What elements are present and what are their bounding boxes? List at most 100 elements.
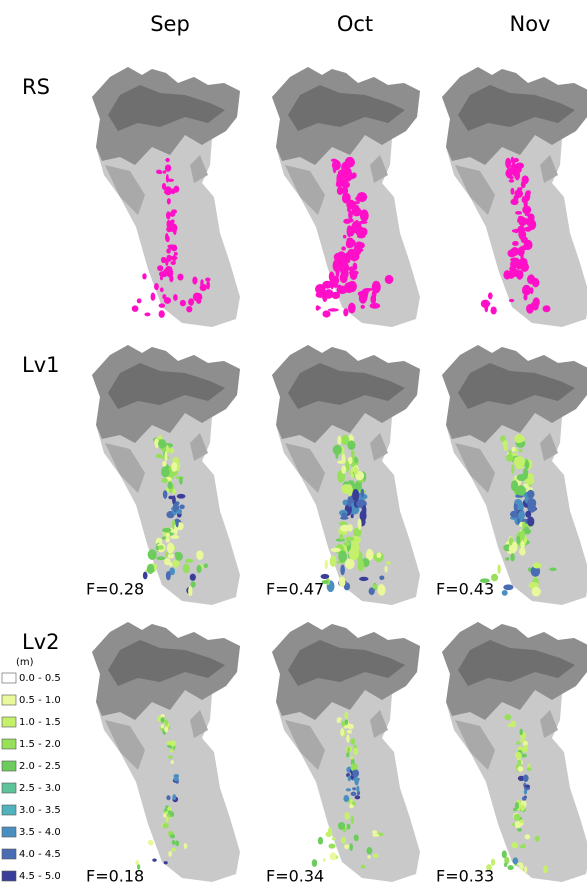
- flood-patch: [511, 164, 514, 174]
- flood-patch: [532, 562, 541, 568]
- flood-patch: [200, 284, 207, 291]
- flood-patch: [345, 537, 354, 542]
- f-score: F=0.18: [86, 867, 144, 886]
- flood-patch: [162, 461, 166, 467]
- flood-patch: [373, 854, 379, 858]
- flood-patch: [505, 557, 509, 560]
- flood-patch: [379, 576, 384, 580]
- flood-patch: [347, 485, 352, 497]
- flood-patch: [516, 741, 520, 745]
- legend-label: 4.0 - 4.5: [19, 849, 61, 860]
- flood-patch: [543, 865, 548, 873]
- flood-patch: [527, 490, 534, 499]
- flood-patch: [360, 209, 369, 221]
- flood-patch: [339, 576, 346, 587]
- flood-patch: [184, 843, 187, 849]
- basin-map: [92, 67, 240, 327]
- page: {"columns":["Sep","Oct","Nov"], "rows":[…: [0, 0, 587, 888]
- flood-patch: [509, 179, 515, 182]
- flood-patch: [490, 306, 496, 314]
- flood-patch: [372, 290, 377, 299]
- f-score: F=0.28: [86, 580, 144, 599]
- flood-patch: [527, 767, 532, 771]
- flood-patch: [517, 828, 522, 831]
- legend-swatch: [2, 783, 16, 793]
- flood-patch: [166, 533, 170, 537]
- flood-patch: [525, 834, 531, 839]
- flood-patch: [343, 308, 348, 316]
- flood-patch: [161, 478, 167, 483]
- flood-patch: [174, 252, 178, 256]
- flood-patch: [343, 795, 349, 802]
- map-panel: [272, 622, 420, 882]
- flood-patch: [357, 560, 364, 572]
- flood-patch: [206, 281, 210, 290]
- flood-patch: [519, 449, 523, 452]
- flood-patch: [173, 774, 179, 778]
- legend-label: 1.0 - 1.5: [19, 717, 61, 728]
- flood-patch: [159, 171, 162, 174]
- flood-patch: [519, 258, 528, 268]
- flood-patch: [175, 552, 183, 561]
- flood-patch: [372, 830, 377, 834]
- flood-patch: [344, 178, 351, 181]
- flood-patch: [338, 822, 345, 830]
- flood-patch: [352, 787, 356, 790]
- flood-patch: [353, 748, 358, 755]
- flood-patch: [524, 745, 528, 753]
- legend-swatch: [2, 827, 16, 837]
- legend-swatch: [2, 805, 16, 815]
- flood-patch: [349, 547, 359, 560]
- flood-patch: [502, 440, 508, 447]
- flood-patch: [549, 568, 556, 572]
- flood-patch: [357, 518, 361, 530]
- flood-patch: [162, 294, 166, 299]
- flood-patch: [341, 465, 346, 474]
- flood-patch: [519, 864, 524, 870]
- flood-patch: [345, 558, 355, 569]
- flood-patch: [171, 188, 175, 194]
- flood-patch: [358, 249, 363, 252]
- flood-patch: [361, 489, 365, 498]
- flood-patch: [325, 831, 332, 837]
- flood-patch: [521, 804, 525, 811]
- flood-patch: [164, 727, 168, 732]
- flood-patch: [160, 287, 164, 292]
- flood-patch: [329, 843, 336, 848]
- flood-patch: [351, 450, 355, 456]
- legend-swatch: [2, 849, 16, 859]
- flood-patch: [330, 275, 339, 285]
- legend-label: 3.5 - 4.0: [19, 827, 61, 838]
- flood-patch: [164, 811, 168, 814]
- flood-patch: [533, 297, 540, 307]
- flood-patch: [177, 494, 186, 499]
- figure: SepOctNovRSLv1Lv2F=0.28F=0.47F=0.43F=0.1…: [0, 0, 587, 888]
- flood-patch: [159, 271, 165, 277]
- flood-patch: [167, 179, 174, 182]
- flood-patch: [512, 241, 519, 246]
- flood-patch: [527, 274, 535, 284]
- flood-patch: [527, 498, 536, 507]
- flood-patch: [354, 467, 358, 475]
- flood-patch: [328, 308, 339, 311]
- flood-patch: [350, 756, 353, 760]
- flood-patch: [513, 808, 517, 812]
- flood-patch: [170, 811, 174, 817]
- flood-patch: [330, 556, 337, 567]
- flood-patch: [355, 795, 361, 799]
- flood-patch: [316, 306, 320, 309]
- flood-patch: [346, 824, 350, 830]
- flood-patch: [164, 190, 171, 194]
- flood-patch: [491, 859, 495, 866]
- flood-patch: [193, 293, 201, 302]
- flood-patch: [147, 564, 154, 574]
- legend-label: 4.5 - 5.0: [19, 871, 61, 882]
- f-score: F=0.47: [266, 580, 324, 599]
- flood-patch: [170, 256, 177, 260]
- flood-patch: [338, 174, 344, 184]
- flood-patch: [522, 285, 531, 296]
- flood-patch: [525, 460, 529, 469]
- flood-patch: [520, 541, 524, 549]
- flood-patch: [504, 862, 507, 867]
- flood-patch: [511, 464, 514, 474]
